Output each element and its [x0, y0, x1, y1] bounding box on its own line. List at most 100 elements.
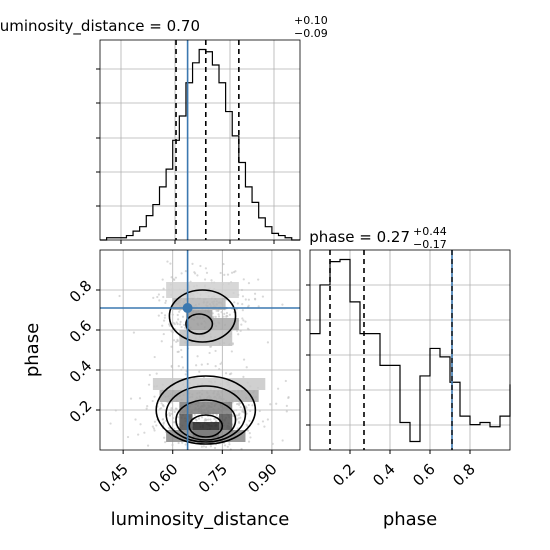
scatter-point: [155, 372, 158, 375]
scatter-point: [240, 323, 243, 326]
scatter-point: [158, 299, 161, 302]
scatter-point: [160, 311, 163, 315]
hist-luminosity-distance-frame: [99, 39, 301, 241]
scatter-point: [225, 311, 229, 315]
scatter-point: [176, 350, 179, 354]
scatter-point: [181, 315, 185, 318]
scatter-point: [237, 403, 241, 406]
scatter-point: [214, 315, 217, 318]
scatter-point: [157, 293, 160, 296]
scatter-point: [146, 444, 150, 447]
scatter-point: [155, 424, 158, 427]
scatter-point: [261, 420, 265, 423]
scatter-point: [241, 295, 245, 298]
density-cell: [205, 318, 239, 330]
scatter-point: [240, 288, 244, 292]
scatter-point: [222, 262, 225, 266]
scatter-point: [204, 445, 208, 449]
scatter-point: [281, 439, 284, 442]
scatter-point: [233, 301, 236, 304]
scatter-point: [200, 363, 203, 366]
scatter-point: [285, 410, 288, 413]
scatter-point: [184, 443, 187, 446]
scatter-point: [181, 441, 184, 444]
scatter-point: [171, 417, 175, 420]
scatter-point: [238, 412, 241, 415]
x-tick-label: 0.6: [409, 460, 439, 490]
scatter-point: [152, 296, 155, 299]
scatter-point: [244, 320, 247, 323]
scatter-point: [179, 323, 182, 326]
scatter-point: [153, 420, 157, 423]
scatter-point: [164, 440, 167, 444]
scatter-point: [197, 417, 201, 420]
scatter-point: [138, 397, 142, 400]
scatter-point: [132, 331, 136, 334]
scatter-point: [213, 446, 217, 450]
hist-phase-title: phase = 0.27: [309, 228, 410, 246]
scatter-point: [207, 418, 210, 421]
scatter-point: [175, 321, 178, 324]
scatter-point: [213, 417, 216, 421]
scatter-point: [241, 309, 244, 312]
x-tick-label: 0.75: [195, 460, 231, 496]
scatter-point: [148, 373, 151, 377]
truth-point: [182, 303, 193, 313]
hist-phase-title-sup: +0.44: [413, 225, 447, 238]
scatter-point: [196, 274, 199, 277]
scatter-point: [222, 315, 225, 318]
scatter-point: [170, 412, 173, 415]
scatter-point: [228, 443, 231, 446]
scatter-point: [171, 443, 174, 447]
scatter-point: [237, 420, 241, 423]
density-cell: [159, 390, 259, 402]
scatter-point: [226, 445, 229, 448]
scatter-point: [266, 341, 270, 344]
scatter-point: [235, 418, 239, 421]
histogram-step-line: [310, 258, 511, 443]
contour-upper-1: [185, 313, 214, 335]
scatter-point: [177, 318, 180, 321]
scatter-point: [242, 358, 246, 361]
scatter-point: [170, 330, 173, 333]
contour-level-1: [188, 414, 224, 438]
scatter-point: [180, 348, 183, 352]
hist-luminosity-distance-title-sup: +0.10: [294, 14, 328, 27]
scatter-point: [266, 418, 269, 421]
scatter-point: [176, 313, 179, 317]
scatter-point: [203, 278, 207, 281]
scatter-point: [163, 314, 167, 317]
scatter-point: [281, 303, 284, 306]
scatter-point: [162, 287, 165, 290]
scatter-point: [201, 416, 204, 419]
scatter-point: [206, 362, 209, 366]
scatter-point: [176, 322, 179, 326]
scatter-point: [114, 409, 117, 412]
scatter-point: [242, 278, 245, 281]
density-2d-frame: [99, 249, 301, 451]
scatter-point: [219, 271, 222, 275]
scatter-point: [172, 339, 176, 342]
x-axis-label-phase: phase: [383, 509, 437, 530]
x-tick-label: 0.60: [145, 460, 181, 496]
scatter-point: [161, 278, 164, 281]
scatter-point: [194, 272, 197, 275]
scatter-point: [143, 431, 146, 434]
scatter-point: [170, 407, 173, 410]
scatter-point: [162, 405, 165, 408]
scatter-point: [162, 332, 165, 336]
scatter-point: [168, 414, 172, 417]
scatter-point: [239, 329, 242, 332]
scatter-point: [208, 351, 211, 355]
scatter-point: [171, 313, 174, 316]
scatter-point: [169, 262, 172, 265]
scatter-point: [162, 295, 165, 299]
x-axis-label-luminosity-distance: luminosity_distance: [111, 509, 290, 530]
scatter-point: [184, 373, 187, 376]
scatter-point: [242, 407, 245, 411]
scatter-point: [178, 310, 181, 313]
scatter-point: [177, 441, 180, 445]
scatter-point: [261, 295, 265, 298]
y-axis-label-phase: phase: [22, 323, 43, 377]
